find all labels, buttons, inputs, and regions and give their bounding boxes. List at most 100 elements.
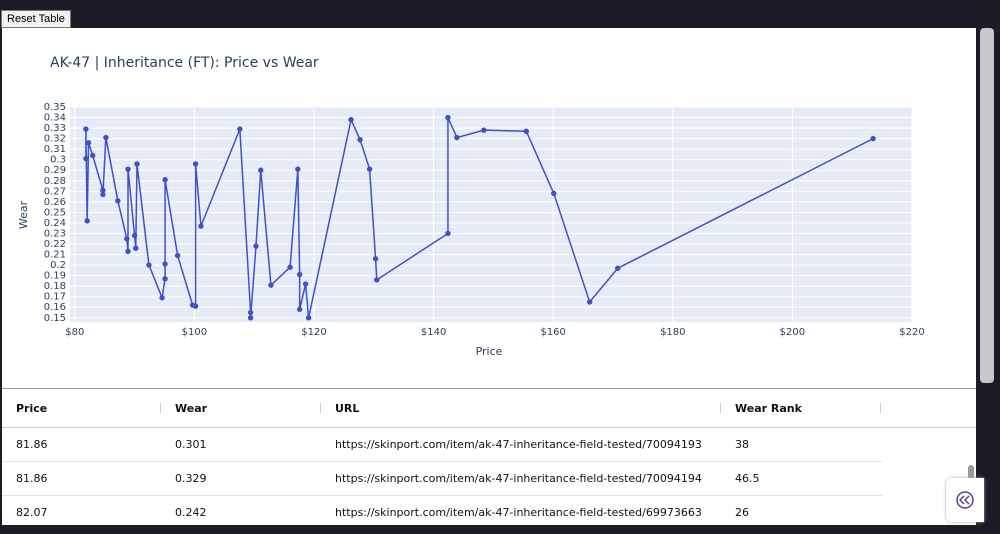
table-row: 82.07 0.242 https://skinport.com/item/ak-4… (2, 496, 882, 525)
x-tick-label: $180 (660, 327, 685, 338)
data-point (258, 167, 264, 173)
data-point (125, 248, 131, 255)
data-point (237, 126, 243, 132)
y-tick-label: 0.34 (44, 113, 66, 124)
data-point (615, 265, 621, 271)
column-header[interactable]: Price (16, 401, 48, 415)
data-point (551, 190, 557, 197)
data-point (445, 230, 451, 237)
table-cell: 0.329 (175, 472, 207, 485)
x-tick-label: $220 (899, 327, 924, 338)
table-cell: 46.5 (735, 472, 760, 485)
x-axis-title: Price (476, 345, 503, 358)
y-tick-label: 0.23 (44, 228, 66, 239)
column-separator (720, 403, 721, 413)
data-point (295, 166, 301, 172)
table-cell: 0.301 (175, 438, 207, 451)
x-tick-label: $120 (301, 327, 326, 338)
data-point (481, 127, 487, 133)
data-point (366, 166, 373, 172)
page-scrollbar[interactable] (980, 28, 994, 383)
data-point (83, 155, 89, 162)
x-tick-label: $80 (65, 327, 84, 338)
data-point (305, 315, 312, 321)
data-point (125, 166, 131, 172)
data-point (586, 299, 593, 305)
collapse-button[interactable] (946, 478, 984, 522)
data-point (302, 281, 309, 287)
data-point (870, 135, 876, 142)
table-cell: 82.07 (16, 506, 48, 519)
data-point (124, 236, 130, 242)
y-tick-label: 0.33 (44, 123, 66, 134)
data-point (146, 262, 152, 268)
data-point (162, 276, 168, 282)
column-header[interactable]: Wear Rank (735, 401, 802, 415)
data-point (192, 161, 199, 167)
column-separator (880, 403, 881, 413)
data-point (134, 161, 140, 167)
data-point (523, 128, 529, 134)
data-point (247, 309, 254, 316)
data-point (253, 243, 259, 249)
x-tick-label: $200 (780, 327, 805, 338)
data-point (100, 187, 106, 193)
table-cell: 81.86 (16, 438, 48, 451)
y-tick-label: 0.24 (44, 218, 66, 229)
data-point (192, 303, 199, 309)
x-tick-label: $100 (182, 327, 207, 338)
y-tick-label: 0.16 (44, 302, 66, 313)
data-point (162, 177, 168, 183)
data-point (198, 223, 204, 229)
table-cell: 0.242 (175, 506, 207, 519)
table-cell: 81.86 (16, 472, 48, 485)
y-tick-label: 0.29 (44, 165, 66, 176)
data-point (247, 315, 254, 321)
table: Price Wear URL Wear Rank 81.86 0.301 https://s… (2, 388, 976, 525)
column-separator (160, 403, 161, 413)
y-tick-label: 0.32 (44, 134, 66, 145)
table-cell: https://skinport.com/item/ak-47-inherita… (335, 506, 702, 519)
header-row: Price Wear URL Wear Rank (2, 388, 976, 428)
data-point (85, 140, 92, 146)
data-point (445, 114, 451, 121)
collapse-icon (956, 491, 974, 509)
data-point (103, 134, 109, 141)
data-point (159, 295, 165, 301)
y-tick-label: 0.19 (44, 271, 66, 282)
table-cell: https://skinport.com/item/ak-47-inherita… (335, 438, 702, 451)
main-panel: AK-47 | Inheritance (FT): Price vs Wear … (2, 28, 976, 525)
data-point (84, 218, 90, 224)
y-tick-label: 0.27 (44, 186, 66, 197)
data-point (374, 277, 380, 283)
data-point (100, 191, 106, 198)
data-point (372, 256, 379, 262)
table-cell: https://skinport.com/item/ak-47-inherita… (335, 472, 702, 485)
y-tick-label: 0.21 (44, 250, 66, 261)
data-point (83, 126, 89, 132)
y-tick-label: 0.2 (50, 260, 66, 271)
data-point (287, 264, 293, 270)
y-tick-label: 0.3 (50, 155, 66, 166)
data-point (133, 245, 139, 251)
y-tick-label: 0.25 (44, 207, 66, 218)
x-tick-label: $160 (540, 327, 565, 338)
y-tick-label: 0.28 (44, 176, 66, 187)
table-row: 81.86 0.301 https://skinport.com/item/ak-4… (2, 428, 882, 462)
column-header[interactable]: URL (335, 401, 360, 415)
data-point (296, 271, 303, 278)
column-header[interactable]: Wear (175, 401, 208, 415)
data-point (296, 306, 303, 313)
table-row: 81.86 0.329 https://skinport.com/item/ak-4… (2, 462, 882, 496)
data-point (174, 252, 181, 259)
reset-button[interactable]: Reset Table (1, 10, 71, 28)
y-tick-label: 0.31 (44, 144, 66, 155)
data-point (115, 198, 121, 204)
data-point (268, 282, 274, 288)
data-point (162, 261, 168, 267)
top-bar: Reset Table (0, 0, 1000, 28)
y-tick-label: 0.35 (44, 102, 66, 113)
y-tick-label: 0.15 (44, 313, 66, 324)
column-separator (320, 403, 321, 413)
